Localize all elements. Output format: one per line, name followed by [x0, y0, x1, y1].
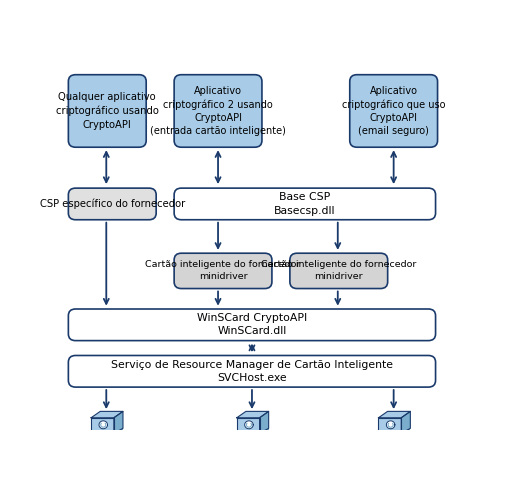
FancyBboxPatch shape: [68, 188, 156, 220]
Text: Aplicativo
criptográfico que uso
CryptoAPI
(email seguro): Aplicativo criptográfico que uso CryptoA…: [342, 86, 445, 136]
Text: WinSCard CryptoAPI
WinSCard.dll: WinSCard CryptoAPI WinSCard.dll: [197, 313, 307, 336]
Polygon shape: [114, 412, 123, 433]
Text: Base CSP
Basecsp.dll: Base CSP Basecsp.dll: [274, 192, 336, 215]
Polygon shape: [99, 421, 108, 429]
Text: Serviço de Resource Manager de Cartão Inteligente
SVCHost.exe: Serviço de Resource Manager de Cartão In…: [111, 360, 393, 383]
Polygon shape: [401, 412, 410, 433]
FancyBboxPatch shape: [174, 75, 262, 147]
Polygon shape: [91, 418, 114, 433]
FancyBboxPatch shape: [174, 188, 436, 220]
Text: Cartão inteligente do fornecedor
minidriver: Cartão inteligente do fornecedor minidri…: [261, 260, 417, 281]
Text: Cartão inteligente do fornecedor
minidriver: Cartão inteligente do fornecedor minidri…: [145, 260, 301, 281]
Polygon shape: [237, 412, 269, 418]
Polygon shape: [245, 428, 269, 435]
Text: Aplicativo
criptográfico 2 usando
CryptoAPI
(entrada cartão inteligente): Aplicativo criptográfico 2 usando Crypto…: [150, 86, 286, 136]
FancyBboxPatch shape: [350, 75, 438, 147]
Polygon shape: [260, 412, 269, 433]
Polygon shape: [379, 418, 401, 433]
Polygon shape: [386, 421, 395, 429]
Polygon shape: [237, 418, 260, 433]
FancyBboxPatch shape: [68, 75, 146, 147]
Polygon shape: [379, 412, 410, 418]
Text: Qualquer aplicativo
criptográfico usando
CryptoAPI: Qualquer aplicativo criptográfico usando…: [56, 92, 159, 129]
FancyBboxPatch shape: [68, 309, 436, 341]
FancyBboxPatch shape: [68, 355, 436, 387]
FancyBboxPatch shape: [174, 253, 272, 288]
Polygon shape: [245, 421, 253, 429]
Polygon shape: [99, 428, 123, 435]
Polygon shape: [386, 428, 410, 435]
Text: CSP específico do fornecedor: CSP específico do fornecedor: [40, 199, 185, 209]
FancyBboxPatch shape: [290, 253, 388, 288]
Polygon shape: [91, 412, 123, 418]
